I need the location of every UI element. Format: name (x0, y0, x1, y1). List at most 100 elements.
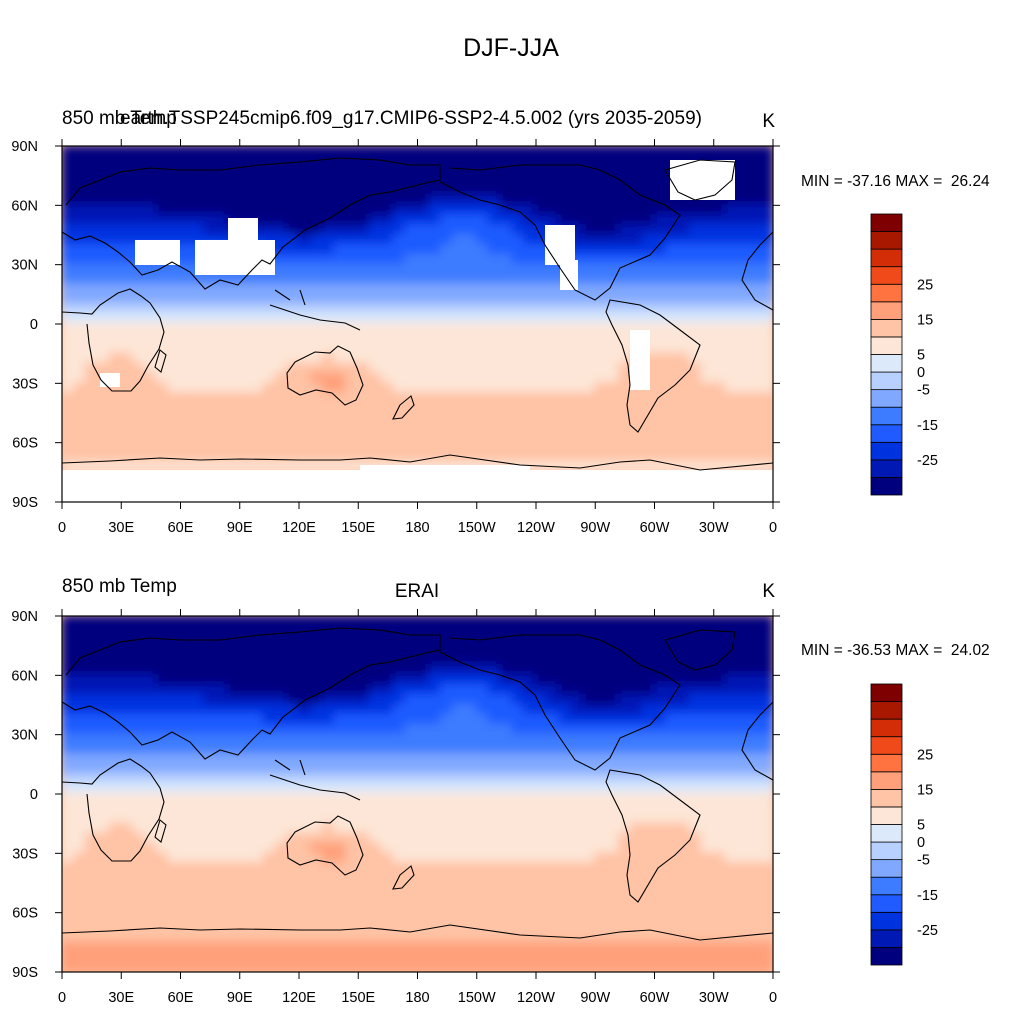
field-cell (594, 303, 609, 316)
field-cell (84, 293, 99, 306)
field-cell (617, 753, 632, 766)
field-cell (712, 332, 727, 345)
field-cell (120, 194, 135, 207)
field-cell (440, 421, 455, 434)
field-cell (215, 303, 229, 316)
field-cell (392, 961, 407, 972)
field-cell (463, 372, 478, 385)
field-cell (570, 842, 585, 855)
field-cell (357, 392, 372, 405)
field-cell (238, 372, 253, 385)
field-cell (487, 402, 502, 415)
field-cell (535, 763, 549, 776)
field-cell (392, 174, 407, 187)
field-cell (333, 243, 348, 256)
field-cell (736, 233, 751, 246)
field-cell (523, 931, 537, 944)
colorbar-box (870, 354, 903, 373)
field-cell (594, 362, 609, 375)
field-cell (309, 174, 324, 187)
field-cell (748, 664, 763, 677)
field-cell (215, 694, 229, 707)
field-cell (380, 146, 395, 157)
field-cell (215, 146, 229, 157)
field-cell (404, 802, 419, 815)
field-cell (179, 911, 194, 924)
field-cell (428, 431, 443, 444)
field-cell (96, 664, 111, 677)
field-cell (120, 204, 135, 217)
field-cell (404, 253, 419, 266)
field-cell (428, 283, 443, 296)
field-cell (641, 654, 656, 667)
field-cell (428, 411, 443, 424)
field-cell (309, 616, 324, 627)
field-cell (700, 812, 715, 825)
field-cell (369, 723, 383, 736)
field-cell (582, 146, 597, 157)
field-cell (641, 951, 656, 964)
field-cell (712, 342, 727, 355)
field-cell (475, 713, 490, 726)
field-cell (440, 792, 455, 805)
field-cell (582, 931, 597, 944)
field-cell (736, 362, 751, 375)
field-cell (309, 362, 324, 375)
field-cell (167, 684, 182, 697)
field-cell (274, 694, 289, 707)
field-cell (463, 951, 478, 964)
field-cell (546, 862, 561, 875)
field-cell (700, 224, 715, 237)
field-cell (475, 634, 490, 647)
field-cell (594, 224, 609, 237)
field-cell (286, 146, 300, 157)
field-cell (155, 802, 170, 815)
field-cell (215, 862, 229, 875)
field-cell (143, 733, 158, 746)
field-cell (226, 411, 241, 424)
field-cell (215, 911, 229, 924)
field-cell (452, 293, 466, 306)
x-tick-label: 120W (517, 990, 555, 1006)
field-cell (357, 332, 372, 345)
field-cell (143, 382, 158, 395)
field-cell (653, 362, 668, 375)
field-cell (62, 174, 75, 187)
field-cell (203, 802, 218, 815)
field-cell (428, 146, 443, 157)
field-cell (617, 664, 632, 677)
field-cell (487, 961, 502, 972)
field-cell (380, 723, 395, 736)
field-cell (62, 263, 75, 276)
colorbar-box (870, 283, 903, 303)
field-cell (96, 753, 111, 766)
field-cell (428, 694, 443, 707)
field-cell (653, 392, 668, 405)
field-cell (108, 694, 123, 707)
field-cell (499, 921, 514, 934)
field-cell (665, 402, 680, 415)
field-cell (558, 174, 573, 187)
field-cell (345, 253, 360, 266)
field-cell (582, 441, 597, 454)
field-cell (179, 273, 194, 286)
field-cell (558, 322, 573, 335)
field-cell (606, 852, 620, 865)
field-cell (62, 624, 75, 637)
field-cell (226, 382, 241, 395)
field-cell (546, 783, 561, 796)
field-cell (72, 703, 87, 716)
field-cell (748, 624, 763, 637)
field-cell (191, 634, 206, 647)
field-cell (594, 184, 609, 197)
field-cell (535, 362, 549, 375)
field-cell (463, 872, 478, 885)
field-cell (523, 233, 537, 246)
field-cell (392, 243, 407, 256)
field-cell (84, 951, 99, 964)
field-cell (617, 146, 632, 157)
field-cell (298, 812, 312, 825)
field-cell (286, 451, 300, 464)
field-cell (62, 733, 75, 746)
field-cell (333, 842, 348, 855)
